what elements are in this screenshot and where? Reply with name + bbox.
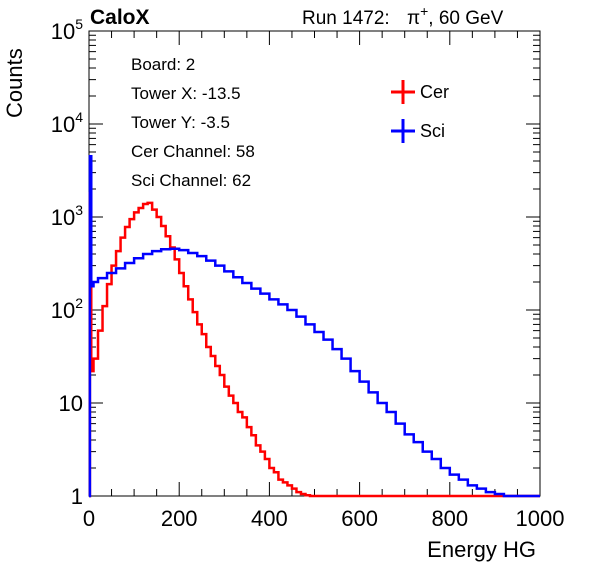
y-tick-label: 105 (51, 16, 83, 44)
y-tick-label: 103 (51, 202, 83, 230)
y-tick-label: 102 (51, 295, 83, 323)
x-tick-label: 400 (251, 506, 288, 531)
y-axis-title: Counts (2, 48, 27, 118)
x-tick-label: 1000 (516, 506, 565, 531)
y-tick-label-base: 10 (51, 19, 75, 44)
y-tick-label-base: 10 (51, 112, 75, 137)
x-tick-label: 0 (83, 506, 95, 531)
info-tower-x: Tower X: -13.5 (131, 84, 241, 103)
title-particle-charge: + (420, 3, 428, 19)
y-tick-label-exponent: 3 (75, 202, 83, 218)
title-particle: π (407, 8, 420, 29)
y-tick-label-base: 10 (51, 298, 75, 323)
y-tick-label: 1 (71, 484, 83, 509)
info-cer-channel: Cer Channel: 58 (131, 142, 255, 161)
info-sci-channel: Sci Channel: 62 (131, 171, 251, 190)
title-calox: CaloX (90, 6, 150, 29)
x-axis-title: Energy HG (427, 537, 536, 562)
y-tick-label-exponent: 2 (75, 295, 83, 311)
title-energy: , 60 GeV (428, 8, 503, 29)
y-tick-label-base: 1 (71, 484, 83, 509)
series-sci-histogram (88, 155, 540, 498)
y-tick-label-base: 10 (59, 391, 83, 416)
legend-marker-cer (391, 80, 415, 104)
y-tick-label-base: 10 (51, 205, 75, 230)
x-tick-label: 200 (161, 506, 198, 531)
x-tick-label: 600 (341, 506, 378, 531)
axis-ticks (88, 30, 541, 497)
legend-marker-sci (391, 119, 415, 143)
y-tick-label-exponent: 5 (75, 16, 83, 32)
legend-label-sci: Sci (420, 121, 445, 141)
title-run-label: Run 1472: (302, 8, 390, 29)
info-board: Board: 2 (131, 55, 195, 74)
y-tick-label: 10 (59, 391, 83, 416)
series-layer (88, 155, 540, 498)
series-cer-histogram (88, 192, 540, 498)
legend: Cer Sci (391, 80, 449, 143)
legend-label-cer: Cer (420, 82, 449, 102)
y-tick-label: 104 (51, 109, 83, 137)
x-tick-label: 800 (431, 506, 468, 531)
info-box: Board: 2 Tower X: -13.5 Tower Y: -3.5 Ce… (131, 55, 255, 190)
y-tick-label-exponent: 4 (75, 109, 83, 125)
title-run: Run 1472: π+, 60 GeV (302, 3, 504, 29)
info-tower-y: Tower Y: -3.5 (131, 113, 230, 132)
